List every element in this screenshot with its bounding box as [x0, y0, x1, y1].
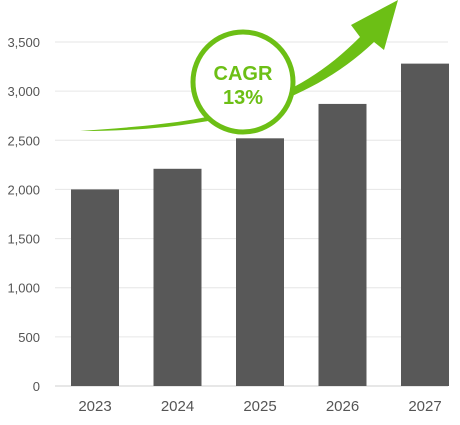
y-axis-tick-labels: 0 500 1,000 1,500 2,000 2,500 3,000 3,500: [7, 35, 40, 394]
x-category-label: 2025: [243, 398, 276, 415]
bar-2023: [71, 189, 119, 386]
y-tick-label: 3,000: [7, 84, 40, 99]
x-category-label: 2027: [408, 398, 441, 415]
bar-2027: [401, 63, 449, 386]
cagr-label: CAGR: [214, 63, 273, 85]
x-category-label: 2023: [78, 398, 111, 415]
cagr-value: 13%: [223, 87, 263, 109]
y-tick-label: 2,500: [7, 133, 40, 148]
y-tick-label: 1,000: [7, 281, 40, 296]
bars: [71, 63, 449, 387]
y-tick-label: 500: [18, 330, 40, 345]
y-tick-label: 2,000: [7, 182, 40, 197]
x-category-label: 2026: [326, 398, 359, 415]
bar-2025: [236, 138, 284, 386]
x-axis-category-labels: 2023 2024 2025 2026 2027: [78, 398, 441, 415]
cagr-annotation: CAGR 13%: [80, 0, 398, 135]
growth-arrow-icon: [80, 0, 398, 131]
x-category-label: 2024: [161, 398, 194, 415]
y-tick-label: 1,500: [7, 232, 40, 247]
y-tick-label: 0: [33, 379, 40, 394]
bar-2024: [153, 168, 202, 386]
cagr-badge: [190, 29, 296, 135]
bar-2026: [318, 103, 367, 387]
y-tick-label: 3,500: [7, 35, 40, 50]
